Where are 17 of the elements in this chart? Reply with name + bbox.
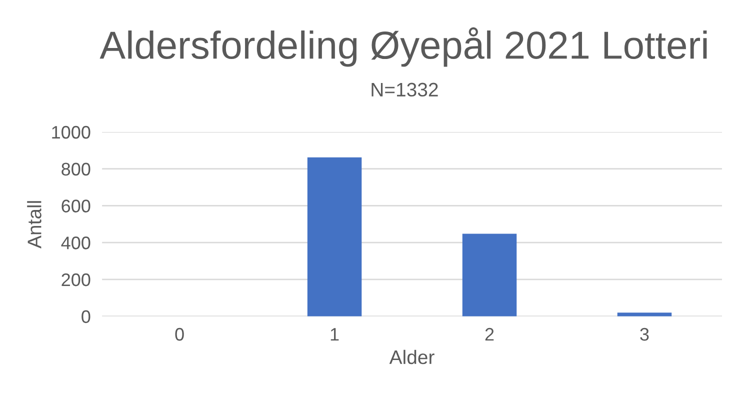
x-tick-label: 0 bbox=[175, 328, 184, 341]
y-axis-title: Antall bbox=[27, 201, 42, 248]
y-tick-label: 1000 bbox=[52, 126, 90, 139]
y-tick-label: 400 bbox=[61, 236, 90, 250]
y-tick-label: 800 bbox=[62, 162, 90, 176]
x-tick-label: 1 bbox=[330, 328, 339, 341]
x-tick-label: 2 bbox=[485, 328, 494, 341]
bar bbox=[462, 234, 517, 316]
bar bbox=[307, 157, 362, 316]
y-tick-label: 0 bbox=[82, 310, 90, 324]
y-tick-label: 600 bbox=[62, 200, 90, 212]
x-tick-label: 3 bbox=[640, 328, 649, 341]
chart-title: Aldersfordeling Øyepål 2021 Lotteri bbox=[100, 27, 707, 67]
bar bbox=[617, 312, 672, 316]
x-axis-title: Alder bbox=[389, 350, 434, 364]
chart-subtitle: N=1332 bbox=[372, 82, 438, 97]
y-tick-label: 200 bbox=[62, 273, 90, 286]
